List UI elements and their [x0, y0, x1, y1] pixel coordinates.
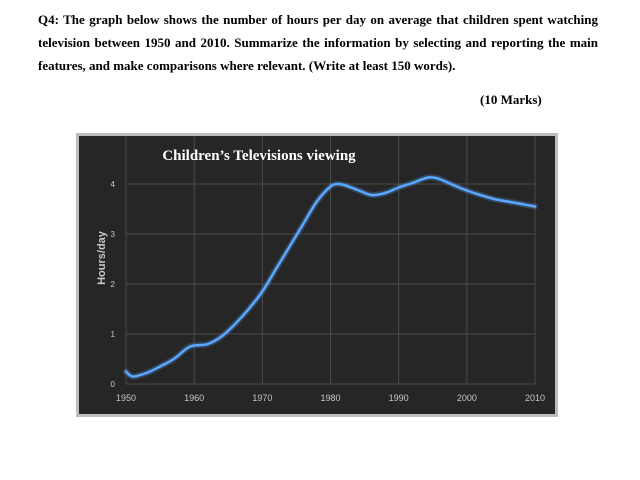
chart-title: Children’s Televisions viewing [162, 148, 356, 164]
question-text: Q4: The graph below shows the number of … [38, 12, 598, 73]
chart-grid [125, 136, 536, 385]
x-tick-label: 1950 [116, 393, 136, 403]
y-axis-label: Hours/day [96, 230, 108, 285]
y-tick-label: 0 [111, 380, 116, 389]
chart-frame: Children’s Televisions viewing Hours/day… [76, 133, 558, 417]
y-tick-label: 4 [111, 180, 116, 189]
x-tick-label: 2000 [457, 393, 477, 403]
series-group [123, 174, 538, 380]
y-tick-label: 3 [111, 230, 116, 239]
series-line [124, 176, 537, 378]
x-tick-label: 1960 [184, 393, 204, 403]
x-tick-label: 1970 [252, 393, 272, 403]
x-tick-label: 2010 [525, 393, 545, 403]
y-tick-label: 1 [111, 330, 116, 339]
tv-viewing-line-chart: Children’s Televisions viewing Hours/day… [79, 136, 555, 414]
x-tick-label: 1980 [320, 393, 340, 403]
marks-label: (10 Marks) [480, 92, 542, 107]
x-tick-label: 1990 [389, 393, 409, 403]
y-tick-label: 2 [111, 280, 116, 289]
axis-ticks: 0 1 2 3 4 1950 1960 1970 1980 1990 2000 2010 [111, 180, 545, 403]
